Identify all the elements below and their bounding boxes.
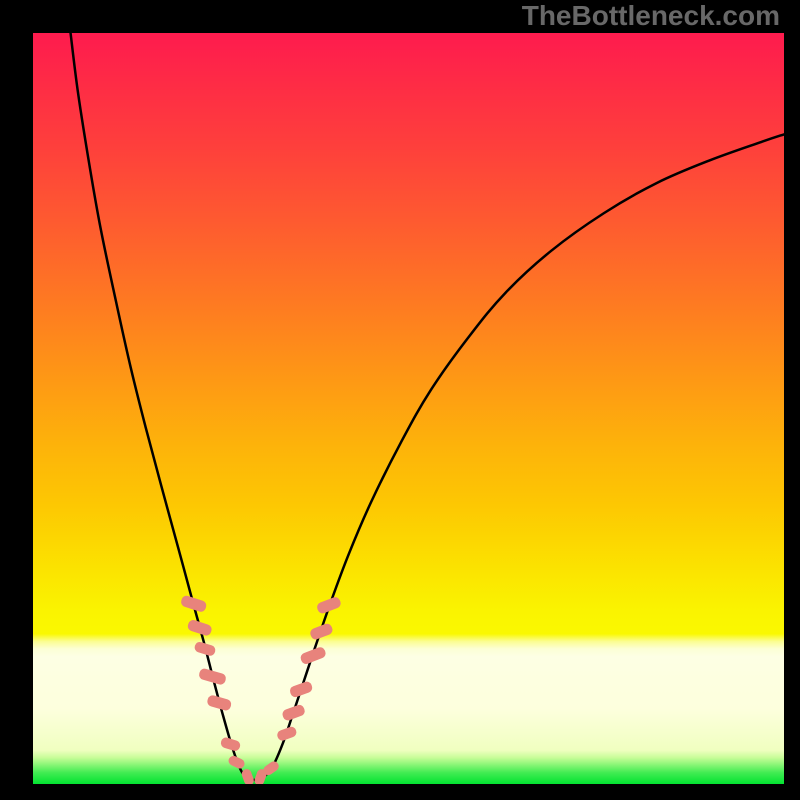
watermark: TheBottleneck.com [522,0,780,32]
chart-svg [33,33,784,784]
plot-area [33,33,784,784]
stage: TheBottleneck.com [0,0,800,800]
gradient-background [33,33,784,784]
